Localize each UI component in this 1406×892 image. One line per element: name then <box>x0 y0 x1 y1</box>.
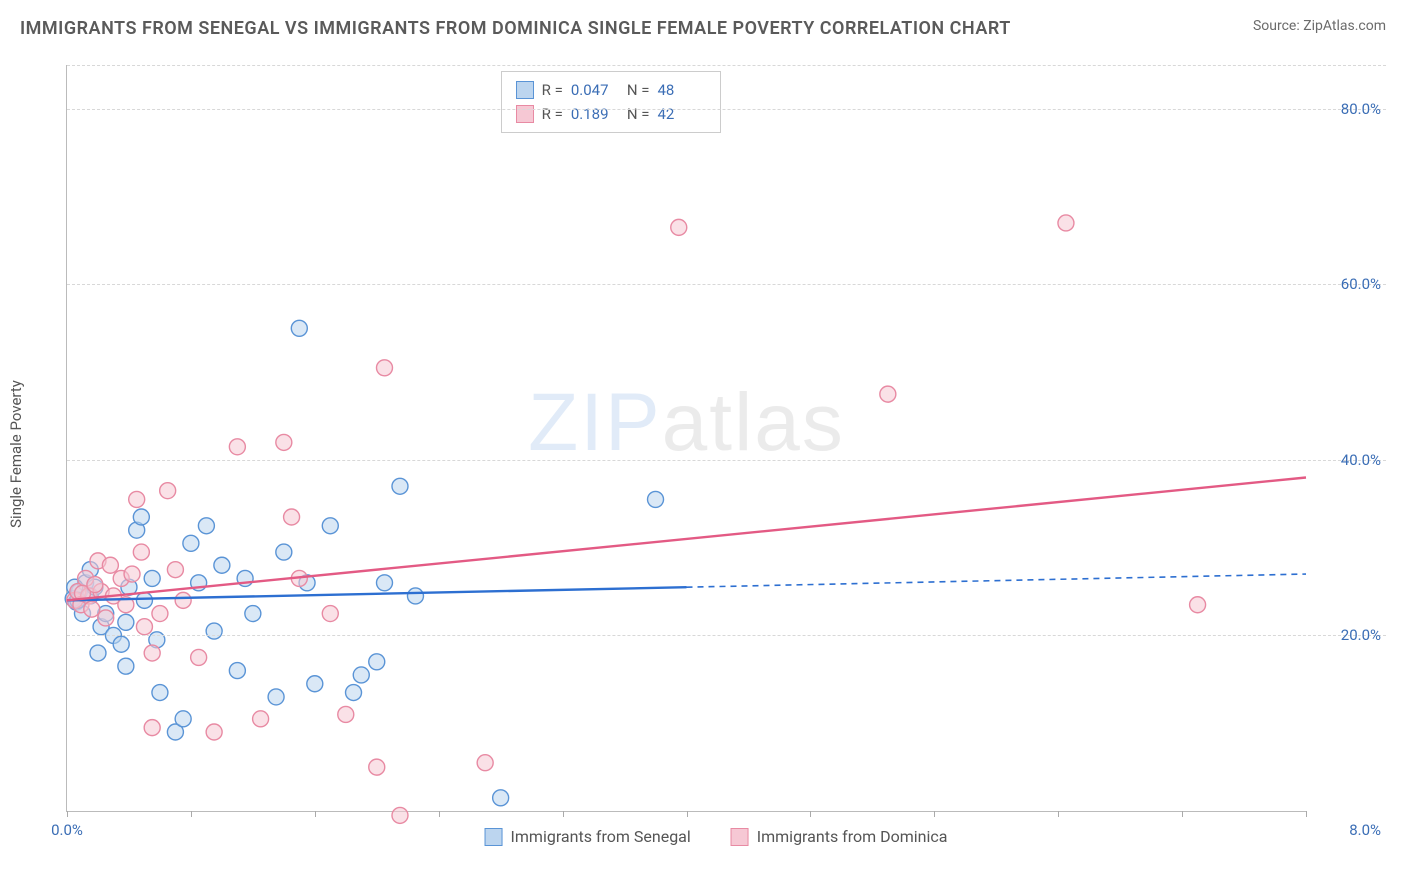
chart-container: Single Female Poverty ZIPatlas R =0.047N… <box>46 55 1386 852</box>
n-label: N = <box>627 78 650 102</box>
legend-swatch <box>516 105 534 123</box>
y-tick-label: 60.0% <box>1341 275 1381 293</box>
gridline <box>67 109 1386 110</box>
x-tick <box>67 811 68 817</box>
n-label: N = <box>627 102 650 126</box>
gridline <box>67 635 1386 636</box>
x-tick <box>315 811 316 817</box>
x-tick <box>1058 811 1059 817</box>
legend-label: Immigrants from Dominica <box>757 827 948 846</box>
x-tick <box>439 811 440 817</box>
gridline <box>67 284 1386 285</box>
chart-title: IMMIGRANTS FROM SENEGAL VS IMMIGRANTS FR… <box>20 18 1011 39</box>
x-tick <box>810 811 811 817</box>
r-label: R = <box>542 102 563 126</box>
x-tick-label: 0.0% <box>51 821 83 839</box>
legend-swatch <box>731 828 749 846</box>
x-tick <box>687 811 688 817</box>
x-tick <box>934 811 935 817</box>
n-value: 48 <box>658 78 706 102</box>
scatter-svg <box>67 65 1306 811</box>
legend-swatch <box>516 81 534 99</box>
legend-swatch <box>485 828 503 846</box>
plot-area: ZIPatlas R =0.047N =48R =0.189N =42 20.0… <box>66 65 1306 812</box>
stats-row: R = 0.189 N = 42 <box>516 102 706 126</box>
legend-label: Immigrants from Senegal <box>511 827 691 846</box>
x-tick-label: 8.0% <box>1349 821 1381 839</box>
r-label: R = <box>542 78 563 102</box>
y-tick-label: 40.0% <box>1341 451 1381 469</box>
x-tick <box>1182 811 1183 817</box>
source-label: Source: ZipAtlas.com <box>1253 18 1386 34</box>
gridline <box>67 65 1386 66</box>
gridline <box>67 460 1386 461</box>
x-tick <box>191 811 192 817</box>
x-tick <box>1306 811 1307 817</box>
y-tick-label: 80.0% <box>1341 100 1381 118</box>
y-tick-label: 20.0% <box>1341 626 1381 644</box>
legend-item: Immigrants from Dominica <box>731 827 948 846</box>
y-axis-label: Single Female Poverty <box>7 380 25 528</box>
stats-row: R = 0.047 N = 48 <box>516 78 706 102</box>
stats-box: R = 0.047 N = 48 R = 0.189 N = 42 <box>501 71 721 133</box>
r-value: 0.189 <box>571 102 619 126</box>
r-value: 0.047 <box>571 78 619 102</box>
x-tick <box>563 811 564 817</box>
bottom-legend: Immigrants from Senegal Immigrants from D… <box>485 827 948 846</box>
legend-item: Immigrants from Senegal <box>485 827 691 846</box>
n-value: 42 <box>658 102 706 126</box>
